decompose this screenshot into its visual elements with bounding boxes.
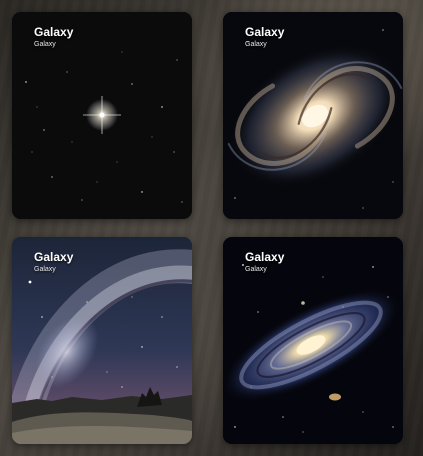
card-title: Galaxy <box>34 250 74 264</box>
card-subtitle: Galaxy <box>245 41 267 48</box>
card-subtitle: Galaxy <box>34 41 56 48</box>
galaxy-card[interactable]: Galaxy Galaxy <box>223 237 403 444</box>
galaxy-card[interactable]: Galaxy Galaxy <box>12 237 192 444</box>
bright-star-icon <box>12 12 192 219</box>
card-subtitle: Galaxy <box>34 266 56 273</box>
galaxy-card-grid: Galaxy Galaxy <box>12 12 403 444</box>
galaxy-card[interactable]: Galaxy Galaxy <box>223 12 403 219</box>
card-title: Galaxy <box>245 25 285 39</box>
galaxy-card[interactable]: Galaxy Galaxy <box>12 12 192 219</box>
andromeda-galaxy-icon <box>223 237 403 444</box>
spiral-galaxy-icon <box>223 12 403 219</box>
milky-way-landscape-icon <box>12 237 192 444</box>
card-title: Galaxy <box>245 250 285 264</box>
card-title: Galaxy <box>34 25 74 39</box>
card-subtitle: Galaxy <box>245 266 267 273</box>
